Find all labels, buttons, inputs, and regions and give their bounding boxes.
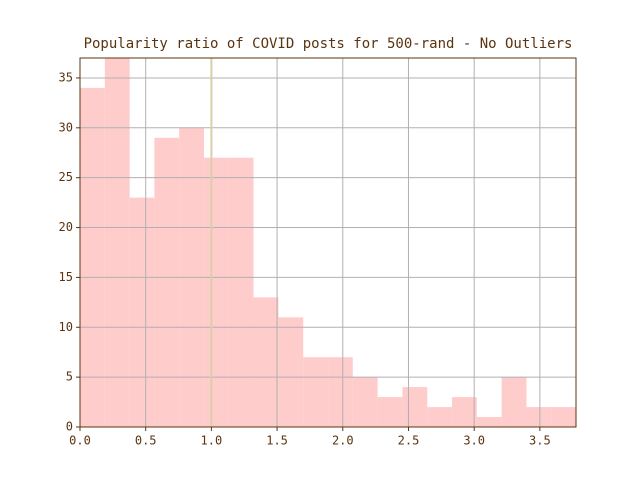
x-tick-label: 1.0 xyxy=(201,434,223,448)
y-tick-label: 15 xyxy=(59,270,73,284)
y-tick-label: 35 xyxy=(59,70,73,84)
bar xyxy=(253,297,279,427)
bar xyxy=(352,377,378,427)
bar xyxy=(228,157,254,427)
bar xyxy=(377,397,403,427)
bar xyxy=(526,407,552,427)
x-tick-label: 3.5 xyxy=(529,434,551,448)
bar xyxy=(154,137,180,427)
bar xyxy=(204,157,229,427)
y-tick-label: 25 xyxy=(59,170,73,184)
x-tick-label: 3.0 xyxy=(463,434,485,448)
bar xyxy=(328,357,353,427)
bar xyxy=(476,417,502,427)
bar xyxy=(80,87,105,428)
y-tick-label: 20 xyxy=(59,220,73,234)
x-tick-label: 0.0 xyxy=(69,434,91,448)
bar xyxy=(551,407,576,427)
bar xyxy=(427,407,452,427)
bar xyxy=(104,58,130,427)
bar xyxy=(278,317,304,427)
y-tick-label: 5 xyxy=(66,370,73,384)
bar xyxy=(501,377,527,427)
bar xyxy=(129,197,155,427)
x-tick-label: 2.0 xyxy=(332,434,354,448)
plot-frame xyxy=(79,57,577,428)
bar xyxy=(402,387,428,427)
y-tick-label: 10 xyxy=(59,320,73,334)
chart-title: Popularity ratio of COVID posts for 500-… xyxy=(84,36,573,52)
bar xyxy=(303,357,329,427)
y-tick-label: 30 xyxy=(59,120,73,134)
x-tick-label: 0.5 xyxy=(135,434,157,448)
bar xyxy=(451,397,477,427)
x-tick-label: 1.5 xyxy=(266,434,288,448)
x-tick-label: 2.5 xyxy=(398,434,420,448)
y-tick-label: 0 xyxy=(66,420,73,434)
